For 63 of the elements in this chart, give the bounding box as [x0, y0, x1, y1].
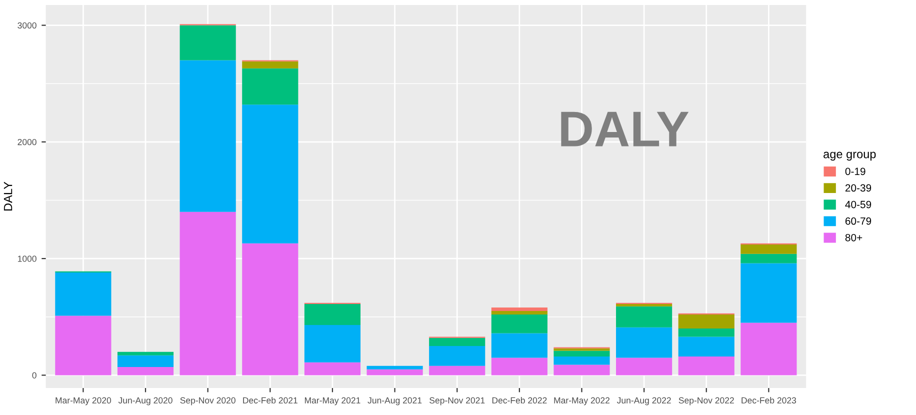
bar — [242, 68, 298, 105]
legend-label: 40-59 — [845, 200, 872, 208]
legend-title: age group — [824, 152, 876, 161]
x-tick-label: Mar-May 2022 — [554, 397, 610, 406]
x-tick-label: Mar-May 2020 — [56, 397, 112, 406]
bar — [740, 244, 797, 254]
bar — [117, 367, 174, 376]
bar — [678, 356, 734, 376]
y-tick-label: 2000 — [18, 138, 36, 146]
bar — [616, 327, 672, 358]
bar — [366, 366, 423, 370]
bar — [117, 355, 174, 368]
bar — [616, 306, 672, 328]
y-tick-label: 1000 — [18, 256, 36, 262]
legend-label: 20-39 — [845, 184, 872, 192]
bar — [429, 338, 486, 346]
x-tick-label: Dec-Feb 2023 — [742, 397, 796, 404]
bar — [55, 272, 112, 316]
legend-label: 60-79 — [845, 217, 872, 225]
bar — [740, 263, 797, 323]
bar — [491, 333, 548, 358]
bar — [180, 25, 236, 60]
bar — [740, 254, 797, 264]
bar — [491, 314, 548, 334]
bar — [491, 358, 548, 376]
bar — [180, 212, 236, 376]
bar — [616, 358, 672, 376]
annotation: DALY — [561, 112, 689, 146]
bar — [304, 304, 361, 326]
bar — [554, 350, 610, 357]
bar — [678, 328, 734, 337]
bar — [429, 346, 486, 366]
bar — [491, 308, 548, 312]
bar — [740, 322, 797, 376]
bar — [554, 364, 610, 376]
legend-label: 80+ — [845, 234, 862, 242]
bar — [554, 356, 610, 365]
bar — [678, 314, 734, 329]
x-tick-label: Sep-Nov 2022 — [678, 397, 734, 406]
x-tick-label: Jun-Aug 2020 — [118, 397, 172, 406]
y-tick-label: 3000 — [18, 22, 36, 29]
bar — [55, 316, 112, 376]
bar — [678, 336, 734, 357]
bar — [242, 243, 298, 376]
bar — [304, 325, 361, 362]
bar — [242, 104, 298, 244]
bar — [429, 366, 486, 376]
bar — [180, 60, 236, 212]
y-axis-title: DALY — [4, 182, 12, 211]
legend-label: 0-19 — [845, 168, 866, 176]
x-tick-label: Sep-Nov 2020 — [180, 397, 236, 406]
x-tick-label: Mar-May 2021 — [304, 397, 360, 406]
bar — [117, 352, 174, 356]
x-tick-label: Jun-Aug 2021 — [368, 397, 422, 406]
x-tick-label: Dec-Feb 2021 — [243, 397, 298, 404]
y-tick-label: 0 — [32, 372, 36, 378]
x-tick-label: Dec-Feb 2022 — [492, 397, 547, 404]
bar — [304, 362, 361, 376]
bar — [491, 311, 548, 315]
x-tick-label: Jun-Aug 2022 — [616, 397, 671, 406]
x-tick-label: Sep-Nov 2021 — [430, 397, 485, 406]
bar — [366, 369, 423, 376]
bar — [242, 61, 298, 68]
